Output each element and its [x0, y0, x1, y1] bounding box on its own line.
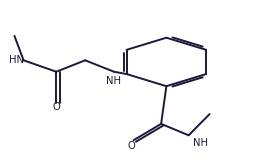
Text: HN: HN: [9, 55, 24, 65]
Text: O: O: [52, 102, 60, 112]
Text: O: O: [127, 141, 135, 151]
Text: NH: NH: [106, 76, 122, 87]
Text: NH: NH: [193, 138, 208, 148]
